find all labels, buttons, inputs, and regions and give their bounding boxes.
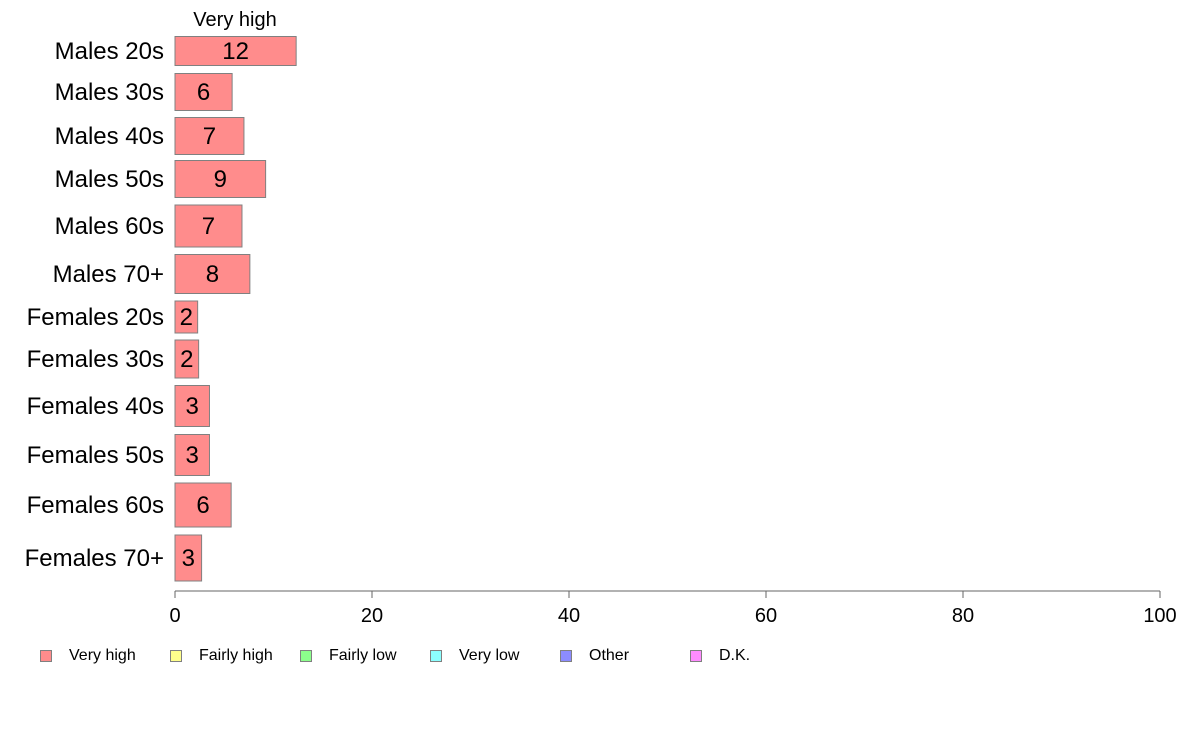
bars-group: Males 20s 12 Males 30s 6 Males 40s 7 Males 50s… [25,36,297,582]
bar-value-label: 3 [186,393,199,420]
bar-value-label: 9 [214,166,227,193]
legend-swatch [560,650,572,662]
legend-label: Fairly high [199,647,273,664]
x-tick-label: 0 [169,605,180,627]
bar-value-label: 8 [206,261,219,288]
legend-swatch [300,650,312,662]
bar [174,160,267,198]
legend-swatch [170,650,182,662]
bar-value-label: 6 [196,492,209,519]
category-label: Females 20s [27,304,164,331]
bar-value-label: 6 [197,79,210,106]
bar-value-label: 7 [203,123,216,150]
bar [174,300,199,334]
legend-label: Very high [69,647,136,664]
legend-item: Fairly low [300,646,397,666]
bar [174,36,297,66]
category-label: Males 70+ [53,261,164,288]
x-axis: 0 20 40 60 80 100 [169,590,1177,627]
legend-item: Other [560,646,629,666]
bar [174,434,210,476]
category-label: Females 60s [27,492,164,519]
legend-label: Other [589,647,630,664]
legend-label: Fairly low [329,647,397,664]
legend-item: D.K. [690,646,750,666]
category-label: Males 50s [55,166,164,193]
bar [174,482,232,528]
bar [174,339,200,379]
bar [174,117,245,155]
bar [174,204,243,248]
x-tick-label: 40 [558,605,580,627]
category-label: Females 70+ [25,545,164,572]
series-header: Very high [193,9,276,31]
x-tick-label: 80 [952,605,974,627]
bar [174,534,203,582]
bar [174,254,251,294]
x-tick-label: 100 [1143,605,1176,627]
category-label: Females 50s [27,442,164,469]
bar-value-label: 12 [222,38,249,65]
bar [174,73,233,111]
category-label: Females 30s [27,346,164,373]
legend-swatch [40,650,52,662]
legend-item: Fairly high [170,646,273,666]
bar-value-label: 7 [202,213,215,240]
legend-item: Very low [430,646,519,666]
legend: Very high Fairly high Fairly low Very low Ot… [40,646,1140,666]
legend-label: D.K. [719,647,751,664]
legend-item: Very high [40,646,136,666]
bar-value-label: 3 [182,545,195,572]
legend-swatch [690,650,702,662]
x-tick-label: 60 [755,605,777,627]
chart: Very high Males 20s 12 Males 30s 6 Males 40s… [25,9,1177,627]
bar-value-label: 2 [180,346,193,373]
category-label: Males 60s [55,213,164,240]
legend-swatch [430,650,442,662]
category-label: Males 20s [55,38,164,65]
bar-value-label: 2 [180,304,193,331]
category-label: Males 40s [55,123,164,150]
legend-label: Very low [459,647,520,664]
bar [174,385,210,427]
bar-value-label: 3 [186,442,199,469]
category-label: Males 30s [55,79,164,106]
category-label: Females 40s [27,393,164,420]
x-tick-label: 20 [361,605,383,627]
